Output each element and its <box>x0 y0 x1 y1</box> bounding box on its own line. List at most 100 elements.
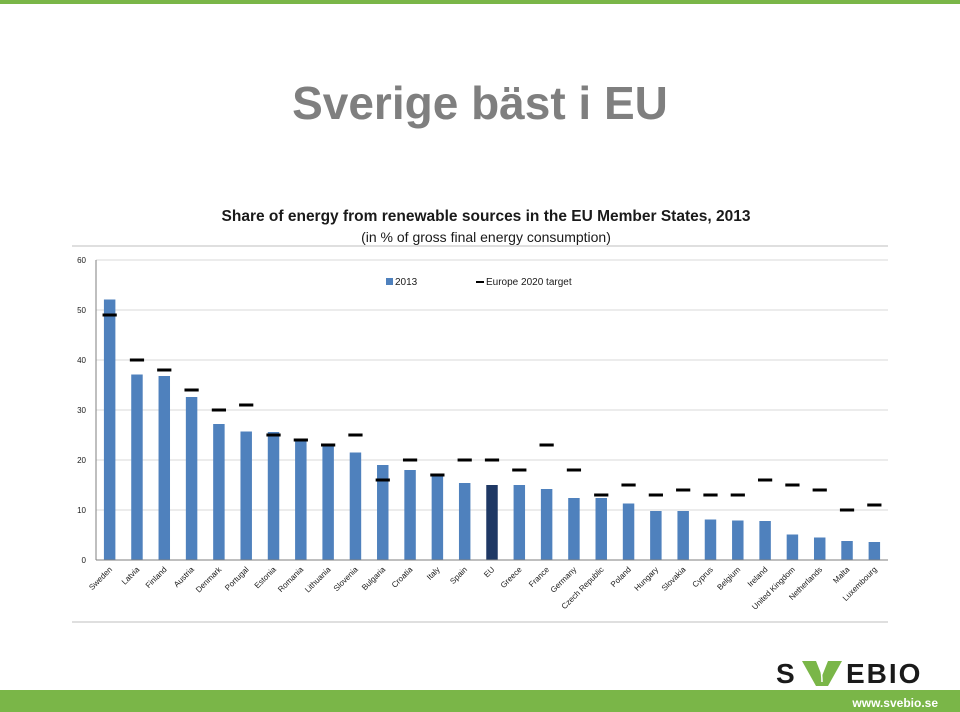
x-tick-label: Belgium <box>715 565 742 592</box>
logo-leaf-v-icon <box>802 661 842 686</box>
target-marker <box>703 493 718 497</box>
bar <box>759 521 771 560</box>
y-tick-label: 50 <box>77 306 86 315</box>
y-tick-label: 0 <box>82 556 87 565</box>
bar <box>868 542 881 560</box>
legend-label-bar: 2013 <box>395 277 418 288</box>
bar <box>131 374 143 560</box>
x-tick-label: Malta <box>831 565 852 586</box>
x-tick-label: Slovenia <box>332 565 360 593</box>
y-tick-label: 10 <box>77 506 86 515</box>
legend-label-marker: Europe 2020 target <box>486 277 572 288</box>
x-tick-label: Estonia <box>253 565 279 591</box>
x-tick-label: Finland <box>144 565 169 590</box>
target-marker <box>867 503 882 507</box>
bar <box>240 431 252 560</box>
logo-word-ebio: EBIO <box>846 658 922 688</box>
bar <box>704 519 717 560</box>
x-tick-label: Italy <box>425 565 442 582</box>
bar <box>185 397 198 560</box>
bar <box>677 511 689 560</box>
bar <box>404 470 416 560</box>
bars <box>103 299 881 560</box>
target-marker <box>102 313 117 317</box>
y-tick-label: 60 <box>77 256 86 265</box>
bar <box>622 503 635 560</box>
bar <box>813 537 826 560</box>
target-marker <box>430 473 445 477</box>
bar <box>213 424 225 560</box>
legend-swatch-bar <box>386 278 393 285</box>
x-tick-label: Denmark <box>194 564 224 594</box>
target-marker <box>184 388 199 392</box>
x-tick-label: EU <box>482 565 496 579</box>
x-tick-label: Greece <box>499 565 524 590</box>
logo-letter-s: S <box>776 658 797 688</box>
bar <box>322 445 334 560</box>
target-marker <box>730 493 745 497</box>
target-marker <box>757 478 773 482</box>
target-marker <box>566 468 582 472</box>
slide-title: Sverige bäst i EU <box>292 77 668 129</box>
x-tick-label: Ireland <box>746 565 770 589</box>
chart-title: Share of energy from renewable sources i… <box>222 208 751 225</box>
x-tick-label: Sweden <box>87 565 114 592</box>
target-marker <box>457 458 472 462</box>
grid-lines <box>96 259 888 511</box>
target-marker <box>621 483 636 487</box>
logo-leaf-vein-icon <box>819 664 823 683</box>
bar <box>568 498 580 560</box>
target-marker <box>839 508 855 512</box>
x-tick-label: Romania <box>276 565 305 594</box>
y-tick-label: 20 <box>77 456 86 465</box>
target-marker <box>321 443 336 447</box>
target-marker <box>239 403 254 407</box>
target-marker <box>348 433 363 437</box>
legend: 2013 Europe 2020 target <box>386 277 572 288</box>
svebio-logo: S EBIO <box>776 658 922 688</box>
target-marker <box>676 488 691 492</box>
bar <box>732 520 744 560</box>
y-tick-label: 40 <box>77 356 86 365</box>
target-marker <box>594 493 609 497</box>
target-marker <box>484 458 500 462</box>
bar <box>786 534 799 560</box>
target-marker <box>157 368 172 372</box>
bar <box>513 485 526 560</box>
bar <box>267 432 280 560</box>
x-tick-label: Latvia <box>120 565 142 587</box>
target-marker <box>375 478 390 482</box>
target-markers <box>102 313 882 512</box>
top-accent-bar <box>0 0 960 4</box>
bar <box>158 376 171 560</box>
bar <box>103 299 116 560</box>
bar <box>540 489 553 560</box>
x-tick-label: Lithuania <box>303 565 333 595</box>
x-tick-label: Hungary <box>633 565 661 593</box>
bar <box>349 452 362 560</box>
legend-swatch-marker <box>476 281 484 283</box>
target-marker <box>785 483 800 487</box>
target-marker <box>539 443 554 447</box>
bar <box>595 498 607 560</box>
target-marker <box>266 433 281 437</box>
x-tick-label: Austria <box>172 565 196 589</box>
target-marker <box>129 358 145 362</box>
bottom-accent-bar <box>0 690 960 712</box>
bar <box>841 541 853 560</box>
x-tick-label: France <box>527 565 551 589</box>
target-marker <box>512 468 527 472</box>
y-tick-label: 30 <box>77 406 86 415</box>
x-tick-label: Slovakia <box>660 565 688 593</box>
bar <box>650 511 662 560</box>
bar <box>295 440 307 560</box>
target-marker <box>812 488 827 492</box>
chart-subtitle: (in % of gross final energy consumption) <box>361 229 611 245</box>
x-tick-label: Spain <box>448 565 469 586</box>
target-marker <box>293 438 308 442</box>
bar <box>486 485 498 560</box>
website-url: www.svebio.se <box>852 696 938 710</box>
bar <box>377 465 389 560</box>
